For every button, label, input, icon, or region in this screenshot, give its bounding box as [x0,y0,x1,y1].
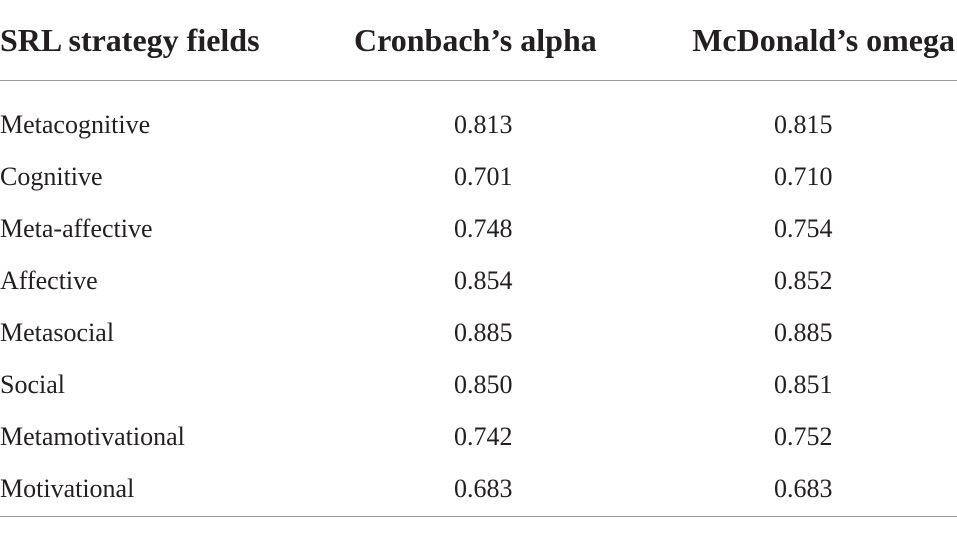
field-name-cell: Metamotivational [0,422,185,451]
alpha-cell: 0.742 [454,422,513,451]
table-row: Social 0.850 0.851 [0,359,957,411]
omega-cell: 0.885 [774,318,833,347]
omega-cell: 0.754 [774,214,833,243]
table-bottom-rule [0,516,957,517]
alpha-cell: 0.854 [454,266,513,295]
reliability-table: SRL strategy fields Cronbach’s alpha McD… [0,0,957,516]
header-mcdonalds-omega: McDonald’s omega [645,0,957,81]
field-name-cell: Metacognitive [0,110,151,139]
alpha-cell: 0.813 [454,110,513,139]
table-header: SRL strategy fields Cronbach’s alpha McD… [0,0,957,81]
omega-cell: 0.710 [774,162,833,191]
field-name-cell: Affective [0,266,98,295]
field-name-cell: Meta-affective [0,214,153,243]
alpha-cell: 0.850 [454,370,513,399]
header-cronbachs-alpha: Cronbach’s alpha [340,0,645,81]
field-name-cell: Metasocial [0,318,115,347]
alpha-cell: 0.885 [454,318,513,347]
table-row: Metacognitive 0.813 0.815 [0,99,957,151]
header-srl-strategy-fields: SRL strategy fields [0,0,340,81]
table-row: Affective 0.854 0.852 [0,255,957,307]
field-name-cell: Cognitive [0,162,103,191]
table-row: Cognitive 0.701 0.710 [0,151,957,203]
omega-cell: 0.683 [774,474,833,503]
table-row: Metamotivational 0.742 0.752 [0,411,957,463]
omega-cell: 0.851 [774,370,833,399]
table-body: Metacognitive 0.813 0.815 Cognitive 0.70… [0,81,957,516]
field-name-cell: Motivational [0,474,135,503]
field-name-cell: Social [0,370,65,399]
reliability-table-container: SRL strategy fields Cronbach’s alpha McD… [0,0,957,516]
table-row: Motivational 0.683 0.683 [0,463,957,515]
omega-cell: 0.752 [774,422,833,451]
alpha-cell: 0.701 [454,162,513,191]
table-row: Metasocial 0.885 0.885 [0,307,957,359]
alpha-cell: 0.683 [454,474,513,503]
spacer-row [0,81,957,100]
table-row: Meta-affective 0.748 0.754 [0,203,957,255]
header-row: SRL strategy fields Cronbach’s alpha McD… [0,0,957,81]
omega-cell: 0.852 [774,266,833,295]
omega-cell: 0.815 [774,110,833,139]
alpha-cell: 0.748 [454,214,513,243]
